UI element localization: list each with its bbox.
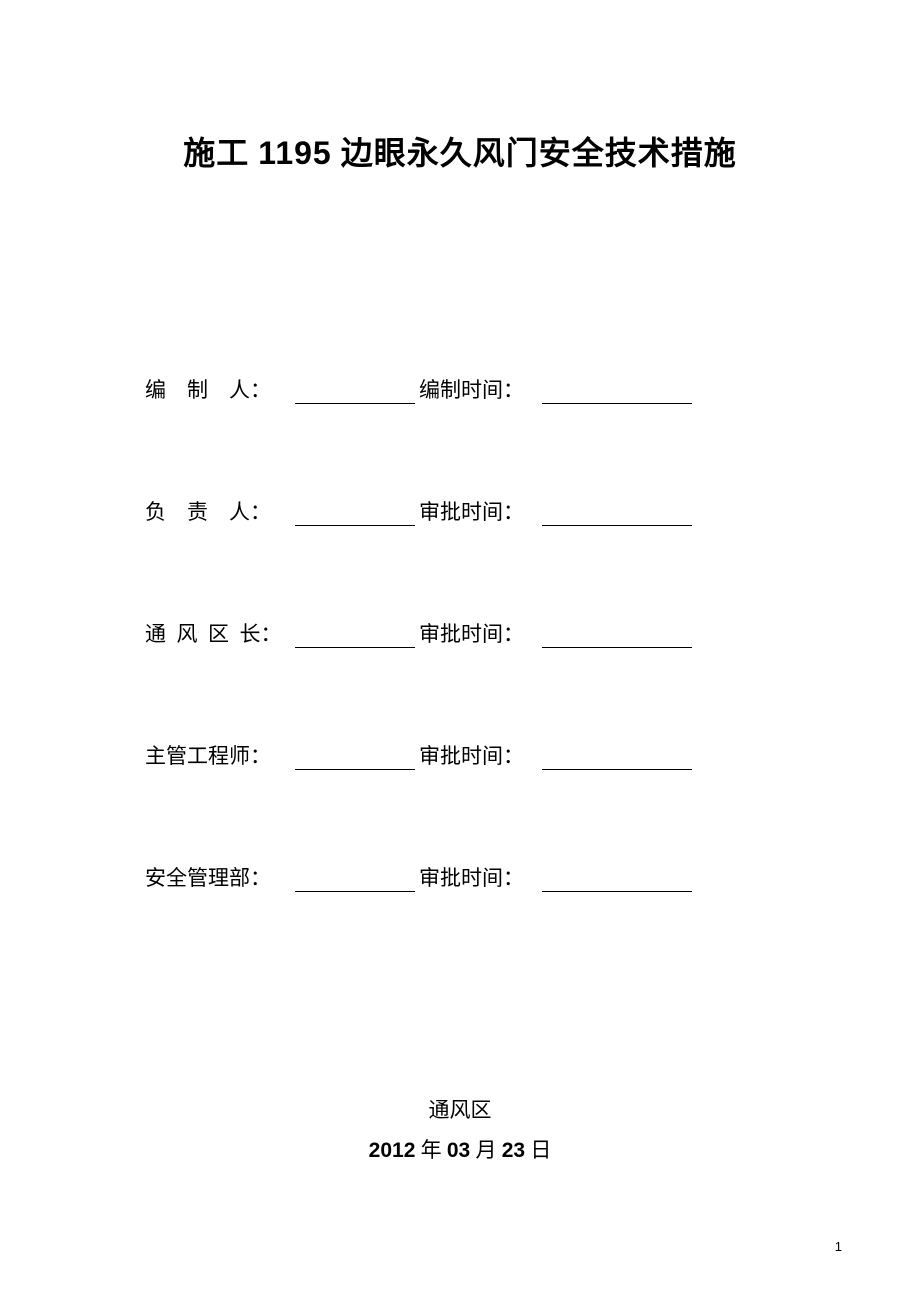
signature-row: 负 责 人： 审批时间： [145,496,805,526]
date-month: 03 [447,1139,470,1162]
signature-row: 编 制 人： 编制时间： [145,374,805,404]
role-label: 编 制 人： [145,374,295,404]
signature-row: 主管工程师： 审批时间： [145,740,805,770]
footer-department: 通风区 [0,1094,920,1124]
time-label: 编制时间： [419,374,524,404]
time-label: 审批时间： [419,618,524,648]
date-month-suffix: 月 [470,1138,502,1162]
role-label: 安全管理部： [145,862,295,892]
document-page: 施工 1195 边眼永久风门安全技术措施 编 制 人： 编制时间： 负 责 人：… [0,0,920,1304]
date-day-suffix: 日 [525,1138,551,1162]
date-year-suffix: 年 [415,1138,447,1162]
time-label: 审批时间： [419,740,524,770]
footer-date: 2012 年 03 月 23 日 [0,1134,920,1164]
page-number: 1 [835,1239,842,1254]
date-line [542,380,692,404]
title-number: 1195 [258,135,331,171]
signature-line [295,380,415,404]
signature-row: 安全管理部： 审批时间： [145,862,805,892]
date-line [542,624,692,648]
date-line [542,746,692,770]
signature-line [295,624,415,648]
date-line [542,502,692,526]
signature-row: 通 风 区 长： 审批时间： [145,618,805,648]
role-label: 主管工程师： [145,740,295,770]
signature-line [295,502,415,526]
date-day: 23 [502,1139,525,1162]
role-label: 负 责 人： [145,496,295,526]
time-label: 审批时间： [419,496,524,526]
date-line [542,868,692,892]
signature-line [295,868,415,892]
signature-line [295,746,415,770]
signature-block: 编 制 人： 编制时间： 负 责 人： 审批时间： 通 风 区 长： 审批时间：… [115,374,805,892]
document-title: 施工 1195 边眼永久风门安全技术措施 [115,128,805,174]
title-suffix: 边眼永久风门安全技术措施 [332,135,737,171]
role-label: 通 风 区 长： [145,618,295,648]
title-prefix: 施工 [183,135,258,171]
date-year: 2012 [369,1139,416,1162]
footer: 通风区 2012 年 03 月 23 日 [0,1094,920,1164]
time-label: 审批时间： [419,862,524,892]
